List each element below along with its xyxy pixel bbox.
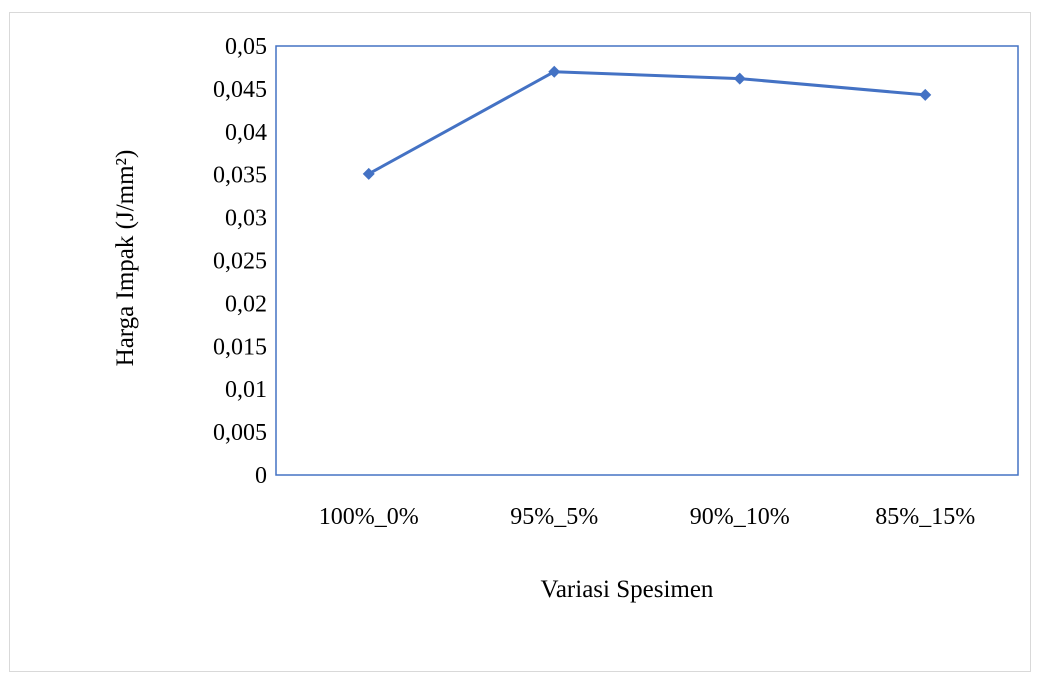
data-point-marker	[362, 167, 375, 180]
series-markers	[362, 65, 932, 180]
chart-frame	[9, 12, 1031, 672]
y-tick-label: 0,025	[213, 249, 267, 275]
y-axis-title: Harga Impak (J/mm²)	[112, 150, 139, 367]
y-tick-label: 0,035	[213, 163, 267, 189]
y-tick-label: 0,05	[225, 34, 267, 60]
y-tick-label: 0,02	[225, 291, 267, 317]
plot-area	[275, 45, 1019, 476]
y-tick-labels: 0 0,005 0,01 0,015 0,02 0,025 0,03 0,035 0,04 0,0…	[213, 34, 267, 489]
y-tick-label: 0,04	[225, 120, 267, 146]
x-category-label: 100%_0%	[319, 504, 419, 530]
y-tick-label: 0,045	[213, 77, 267, 103]
y-tick-label: 0,015	[213, 334, 267, 360]
x-category-label: 85%_15%	[875, 504, 975, 530]
y-tick-label: 0,005	[213, 420, 267, 446]
y-tick-label: 0,01	[225, 377, 267, 403]
data-point-marker	[548, 65, 561, 78]
x-category-label: 95%_5%	[510, 504, 598, 530]
data-point-marker	[733, 72, 746, 85]
x-axis-title: Variasi Spesimen	[541, 576, 714, 603]
x-category-label: 90%_10%	[690, 504, 790, 530]
y-tick-label: 0,03	[225, 206, 267, 232]
data-point-marker	[919, 88, 932, 101]
x-category-labels: 100%_0% 95%_5% 90%_10% 85%_15%	[319, 504, 975, 530]
y-tick-label: 0	[255, 463, 267, 489]
series-line	[367, 70, 927, 176]
